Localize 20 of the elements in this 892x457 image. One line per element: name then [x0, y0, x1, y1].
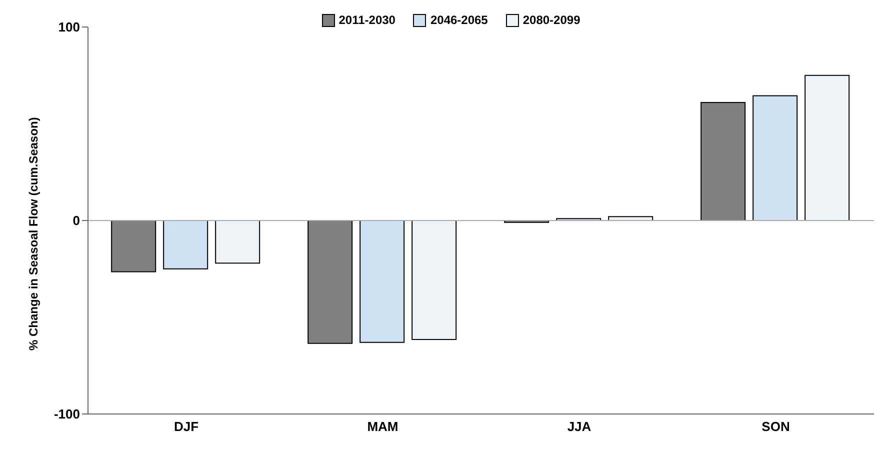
- legend-label: 2080-2099: [522, 13, 580, 27]
- bar: [752, 95, 798, 221]
- bar: [215, 220, 260, 264]
- bar: [163, 220, 208, 270]
- y-tick-label: 100: [58, 20, 80, 35]
- bar: [360, 220, 405, 343]
- x-tick-label: MAM: [367, 419, 398, 434]
- bar: [308, 220, 353, 344]
- legend-label: 2011-2030: [338, 13, 396, 27]
- x-tick-label: DJF: [174, 419, 199, 434]
- legend-label: 2046-2065: [430, 13, 488, 27]
- bar: [700, 102, 746, 221]
- bar: [804, 74, 850, 221]
- x-tick-label: JJA: [567, 419, 592, 434]
- y-axis-title: % Change in Seasoal Flow (cum.Season): [26, 117, 40, 350]
- bar: [111, 220, 156, 272]
- y-tick-label: 0: [72, 213, 80, 228]
- bar: [412, 220, 457, 340]
- y-tick-label: -100: [54, 406, 80, 422]
- x-tick-label: SON: [762, 419, 790, 434]
